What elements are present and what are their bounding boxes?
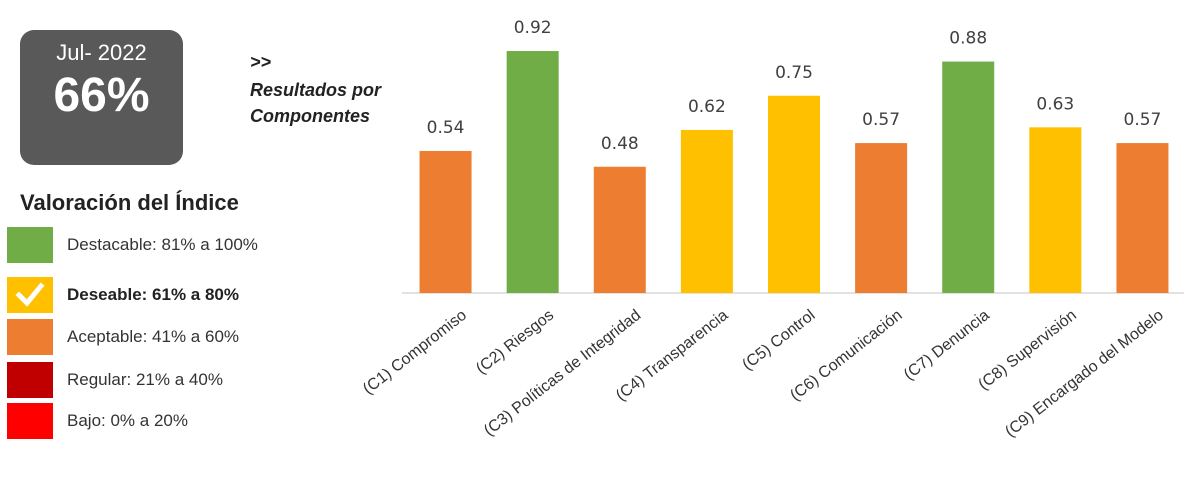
legend-label: Regular: 21% a 40% (67, 370, 223, 389)
legend-item-regular: Regular: 21% a 40% (7, 362, 307, 398)
x-tick-label-c5: (C5) Control (739, 307, 818, 374)
legend-item-deseable: Deseable: 61% a 80% (7, 277, 307, 313)
data-label-c7: 0.88 (949, 29, 987, 49)
legend-item-aceptable: Aceptable: 41% a 60% (7, 319, 307, 355)
legend-swatch (7, 227, 53, 263)
bar-c2 (506, 51, 559, 293)
data-label-c9: 0.57 (1124, 110, 1162, 130)
subtitle-line-2: Componentes (250, 106, 371, 126)
arrow-marker: >> (250, 52, 272, 72)
legend-item-destacable: Destacable: 81% a 100% (7, 227, 307, 263)
data-label-c2: 0.92 (514, 18, 552, 38)
chart-subtitle: Resultados por Componentes (250, 77, 381, 129)
check-icon (15, 282, 45, 307)
bar-c4 (680, 129, 733, 293)
legend-swatch (7, 277, 53, 313)
legend-label: Aceptable: 41% a 60% (67, 327, 240, 346)
x-tick-label-c9: (C9) Encargado del Modelo (1002, 307, 1167, 441)
data-label-c8: 0.63 (1036, 94, 1074, 114)
data-label-c3: 0.48 (601, 134, 639, 154)
x-tick-label-c3: (C3) Políticas de Integridad (481, 307, 644, 440)
subtitle-line-1: Resultados por (250, 80, 382, 100)
legend-swatch (7, 319, 53, 355)
bar-c6 (855, 143, 908, 293)
bar-c5 (768, 95, 820, 293)
legend-label: Deseable: 61% a 80% (67, 285, 239, 304)
period-label: Jul- 2022 (56, 40, 147, 65)
bar-c9 (1116, 143, 1169, 293)
data-label-c4: 0.62 (688, 97, 726, 117)
overall-score: 66% (53, 69, 150, 122)
legend-swatch (7, 362, 53, 398)
legend-label: Bajo: 0% a 20% (67, 411, 188, 430)
bar-c8 (1029, 127, 1082, 293)
bar-c1 (419, 150, 472, 293)
legend-label: Destacable: 81% a 100% (67, 235, 258, 254)
legend-item-bajo: Bajo: 0% a 20% (7, 403, 307, 439)
bar-c7 (942, 61, 995, 294)
bar-c3 (593, 166, 646, 293)
data-label-c1: 0.54 (427, 118, 465, 138)
period-card: Jul- 2022 66% (20, 30, 183, 165)
data-label-c6: 0.57 (862, 110, 900, 130)
legend-swatch (7, 403, 53, 439)
legend-title: Valoración del Índice (20, 190, 239, 215)
x-tick-label-c1: (C1) Compromiso (360, 307, 470, 398)
x-tick-label-c7: (C7) Denuncia (901, 307, 993, 384)
data-label-c5: 0.75 (775, 63, 813, 83)
x-tick-label-c2: (C2) Riesgos (473, 307, 557, 378)
